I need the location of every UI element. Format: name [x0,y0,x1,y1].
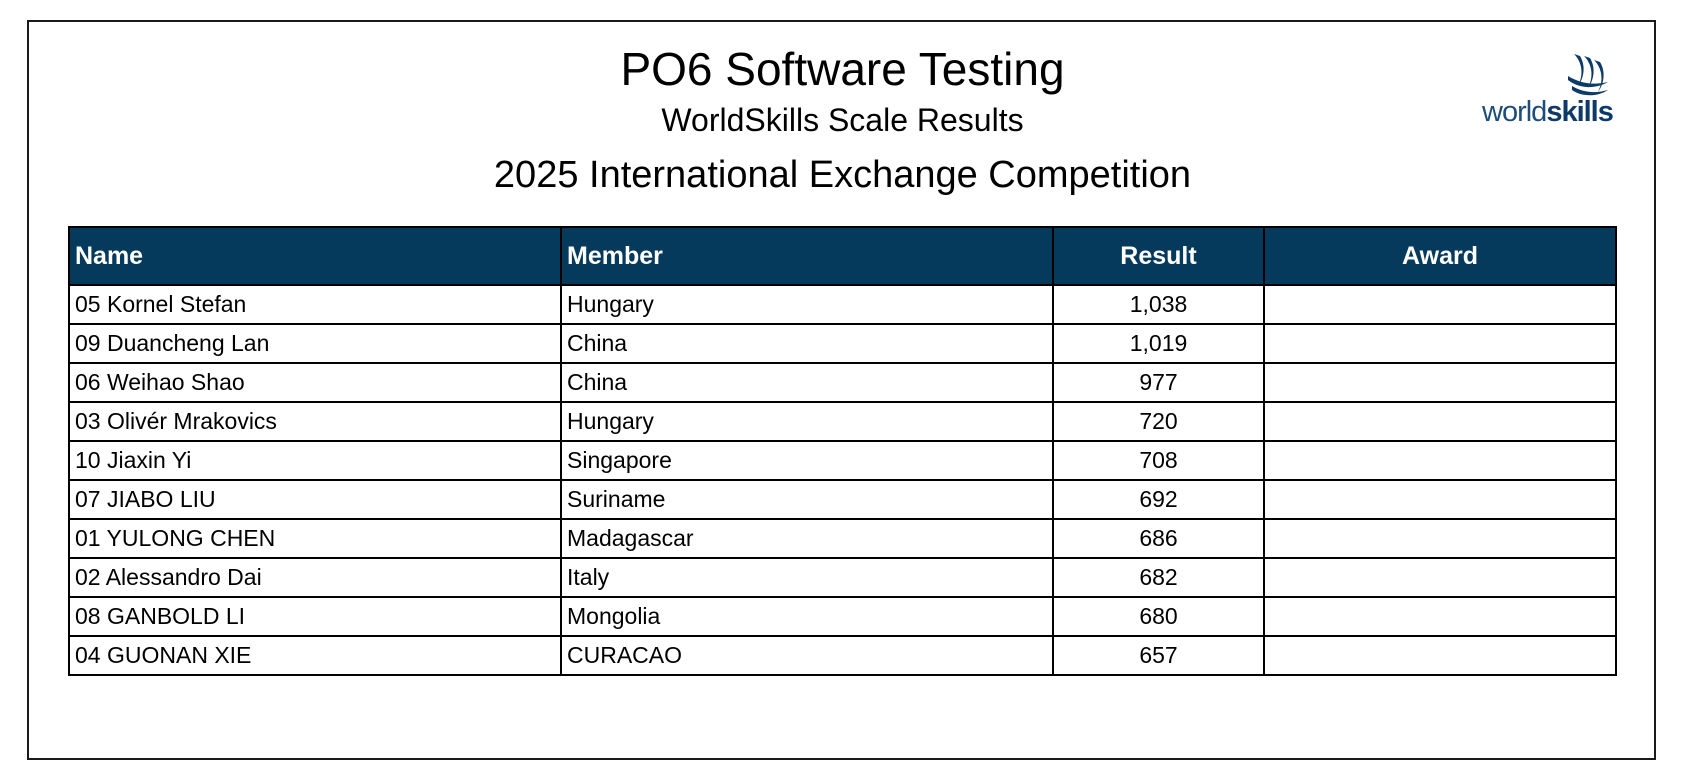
logo-wordmark: worldskills [1482,96,1614,128]
event-title: 2025 International Exchange Competition [493,154,1192,196]
table-row: 06 Weihao Shao China 977 [68,362,1617,403]
cell-award [1263,284,1617,325]
cell-result: 657 [1052,635,1265,676]
table-row: 07 JIABO LIU Suriname 692 [68,479,1617,520]
cell-name: 03 Olivér Mrakovics [68,401,562,442]
results-table: Name Member Result Award 05 Kornel Stefa… [68,226,1617,676]
page-title: PO6 Software Testing [620,43,1065,95]
column-header-member: Member [560,226,1054,286]
cell-name: 05 Kornel Stefan [68,284,562,325]
cell-award [1263,323,1617,364]
cell-result: 1,019 [1052,323,1265,364]
worldskills-logo: worldskills [1482,52,1614,132]
page-subtitle: WorldSkills Scale Results [661,102,1024,138]
cell-result: 720 [1052,401,1265,442]
logo-text-light: world [1482,96,1547,128]
column-header-award: Award [1263,226,1617,286]
cell-member: Italy [560,557,1054,598]
cell-member: CURACAO [560,635,1054,676]
cell-name: 06 Weihao Shao [68,362,562,403]
table-row: 10 Jiaxin Yi Singapore 708 [68,440,1617,481]
cell-member: Hungary [560,401,1054,442]
column-header-result: Result [1052,226,1265,286]
cell-member: China [560,362,1054,403]
column-header-name: Name [68,226,562,286]
cell-result: 686 [1052,518,1265,559]
cell-award [1263,635,1617,676]
table-header-row: Name Member Result Award [68,226,1617,286]
cell-award [1263,479,1617,520]
cell-name: 09 Duancheng Lan [68,323,562,364]
cell-award [1263,440,1617,481]
table-row: 08 GANBOLD LI Mongolia 680 [68,596,1617,637]
cell-member: Hungary [560,284,1054,325]
cell-result: 1,038 [1052,284,1265,325]
cell-member: Singapore [560,440,1054,481]
cell-member: Madagascar [560,518,1054,559]
table-row: 03 Olivér Mrakovics Hungary 720 [68,401,1617,442]
logo-text-bold: skills [1546,96,1614,128]
cell-result: 977 [1052,362,1265,403]
cell-result: 692 [1052,479,1265,520]
cell-result: 680 [1052,596,1265,637]
table-row: 05 Kornel Stefan Hungary 1,038 [68,284,1617,325]
cell-member: Suriname [560,479,1054,520]
cell-name: 02 Alessandro Dai [68,557,562,598]
cell-award [1263,401,1617,442]
table-row: 01 YULONG CHEN Madagascar 686 [68,518,1617,559]
cell-award [1263,518,1617,559]
table-row: 09 Duancheng Lan China 1,019 [68,323,1617,364]
table-row: 04 GUONAN XIE CURACAO 657 [68,635,1617,676]
worldskills-emblem-icon [1568,54,1608,96]
cell-member: China [560,323,1054,364]
cell-name: 04 GUONAN XIE [68,635,562,676]
table-row: 02 Alessandro Dai Italy 682 [68,557,1617,598]
cell-award [1263,362,1617,403]
cell-result: 682 [1052,557,1265,598]
cell-name: 10 Jiaxin Yi [68,440,562,481]
cell-name: 01 YULONG CHEN [68,518,562,559]
cell-member: Mongolia [560,596,1054,637]
cell-award [1263,557,1617,598]
cell-result: 708 [1052,440,1265,481]
cell-award [1263,596,1617,637]
cell-name: 07 JIABO LIU [68,479,562,520]
cell-name: 08 GANBOLD LI [68,596,562,637]
